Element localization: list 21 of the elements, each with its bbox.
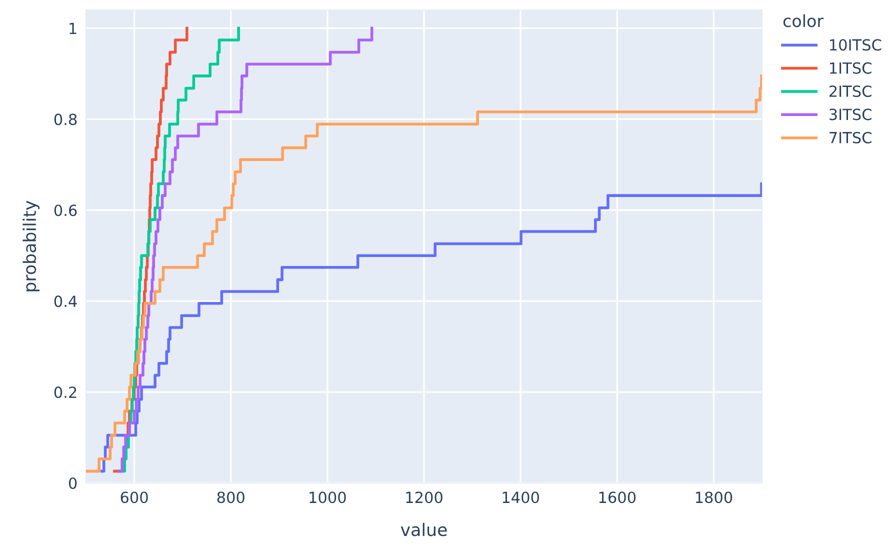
legend-label: 7ITSC	[830, 132, 872, 144]
y-tick-label: 0.6	[54, 204, 77, 216]
x-tick-label: 1800	[696, 492, 732, 504]
x-tick-label: 1000	[310, 492, 346, 504]
x-tick-label: 1600	[599, 492, 636, 504]
legend-label: 3ITSC	[830, 108, 872, 120]
y-tick-label: 0.2	[54, 386, 76, 398]
legend-label: 10ITSC	[830, 39, 882, 51]
y-tick-label: 1	[70, 22, 76, 34]
y-tick-label: 0.4	[54, 296, 77, 308]
x-tick-label: 1400	[502, 492, 539, 504]
legend-title: color	[783, 14, 824, 28]
legend-label: 2ITSC	[829, 85, 872, 98]
x-tick-label: 800	[217, 492, 244, 504]
x-axis-title: value	[400, 522, 447, 536]
x-tick-label: 600	[120, 492, 148, 504]
y-tick-label: 0	[68, 477, 77, 490]
x-tick-label: 1200	[406, 492, 442, 504]
y-tick-label: 0.8	[54, 114, 77, 126]
y-axis-title: probability	[22, 200, 40, 292]
legend-label: 1ITSC	[830, 62, 872, 74]
